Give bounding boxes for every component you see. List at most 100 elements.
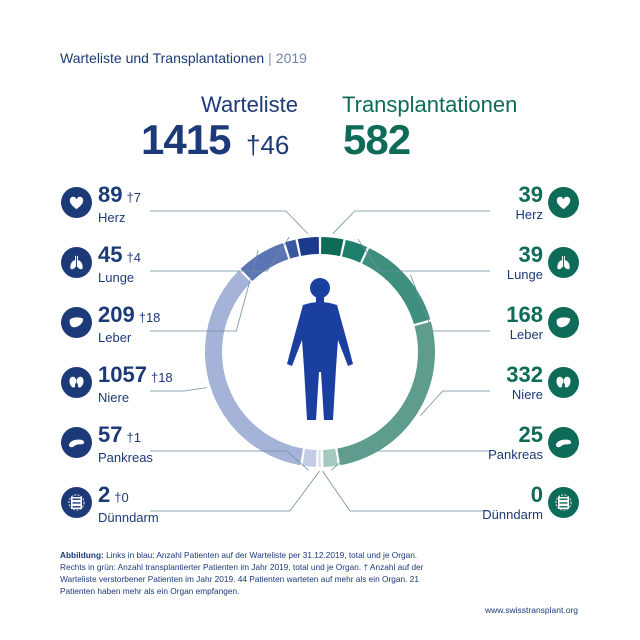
connector-right-1 xyxy=(357,238,490,272)
deaths-value: 18 xyxy=(158,370,173,385)
organ-label: Dünndarm xyxy=(482,507,543,522)
organ-label: Niere xyxy=(98,390,130,405)
waitlist-deaths-count: †18 xyxy=(151,370,173,385)
transplant-row-5: 0 Dünndarm xyxy=(482,483,543,523)
dagger-symbol: † xyxy=(150,370,159,385)
organ-label: Herz xyxy=(98,210,126,225)
transplant-count: 39 xyxy=(518,242,543,267)
liver-icon xyxy=(548,307,579,338)
waitlist-label: Warteliste xyxy=(201,92,298,117)
transplant-slice-leber xyxy=(361,248,431,325)
waitlist-row-4: 57 †1 Pankreas xyxy=(98,423,153,466)
transplant-label: Transplantationen xyxy=(342,92,518,117)
dagger-symbol: † xyxy=(114,490,122,505)
deaths-value: 7 xyxy=(133,190,141,205)
intestine-icon xyxy=(548,487,579,518)
waitlist-deaths-count: †18 xyxy=(139,310,161,325)
kidney-icon xyxy=(548,367,579,398)
heart-icon xyxy=(61,187,92,218)
transplant-slice-pankreas xyxy=(323,448,338,467)
waitlist-total: 1415 xyxy=(141,116,231,163)
waitlist-deaths-count: †7 xyxy=(126,190,140,205)
waitlist-count: 57 xyxy=(98,422,123,447)
transplant-slice-herz xyxy=(321,237,344,257)
waitlist-row-1: 45 †4 Lunge xyxy=(98,243,141,286)
pancreas-icon xyxy=(61,427,92,458)
connector-left-0 xyxy=(150,210,309,234)
lung-icon xyxy=(548,247,579,278)
transplant-count: 168 xyxy=(506,302,543,327)
connector-left-3 xyxy=(150,387,207,392)
title-main: Warteliste und Transplantationen xyxy=(60,50,265,66)
connector-right-5 xyxy=(322,470,490,512)
organ-label: Niere xyxy=(511,387,543,402)
organ-label: Lunge xyxy=(98,270,135,285)
kidney-icon xyxy=(61,367,92,398)
transplant-count: 0 xyxy=(530,482,543,507)
waitlist-count: 2 xyxy=(98,482,111,507)
intestine-icon xyxy=(61,487,92,518)
transplant-row-0: 39 Herz xyxy=(516,183,543,223)
waitlist-row-0: 89 †7 Herz xyxy=(98,183,141,226)
waitlist-count: 209 xyxy=(98,302,135,327)
waitlist-slice-dünndarm xyxy=(318,449,321,468)
organ-label: Leber xyxy=(509,327,543,342)
transplant-row-3: 332 Niere xyxy=(506,363,543,403)
connector-right-0 xyxy=(332,210,490,234)
connector-right-3 xyxy=(420,390,490,416)
transplant-count: 332 xyxy=(506,362,543,387)
deaths-value: 4 xyxy=(133,250,141,265)
waitlist-count: 89 xyxy=(98,182,123,207)
waitlist-row-2: 209 †18 Leber xyxy=(98,303,160,346)
deaths-value: 18 xyxy=(145,310,161,325)
organ-label: Pankreas xyxy=(488,447,543,462)
transplant-total: 582 xyxy=(343,116,411,163)
title-separator: | xyxy=(268,50,272,66)
waitlist-row-5: 2 †0 Dünndarm xyxy=(98,483,159,526)
connector-left-1 xyxy=(150,236,290,272)
caption-label: Abbildung: xyxy=(60,550,104,560)
organ-label: Pankreas xyxy=(98,450,153,465)
waitlist-slice-pankreas xyxy=(302,448,317,467)
transplant-row-1: 39 Lunge xyxy=(507,243,543,283)
waitlist-slice-lunge xyxy=(285,239,300,259)
organ-label: Lunge xyxy=(506,267,543,282)
organ-label: Leber xyxy=(98,330,132,345)
deaths-value: 1 xyxy=(133,430,141,445)
dagger-symbol: † xyxy=(126,190,134,205)
chart-title: Warteliste und Transplantationen | 2019 xyxy=(60,50,307,66)
source-url[interactable]: www.swisstransplant.org xyxy=(484,605,578,615)
figure-caption: Abbildung: Links in blau: Anzahl Patient… xyxy=(60,549,440,597)
waitlist-count: 1057 xyxy=(98,362,147,387)
connector-left-5 xyxy=(150,470,320,512)
transplant-row-4: 25 Pankreas xyxy=(488,423,543,463)
liver-icon xyxy=(61,307,92,338)
human-figure xyxy=(287,278,353,420)
transplant-count: 39 xyxy=(518,182,543,207)
dagger-symbol: † xyxy=(246,130,261,160)
lung-icon xyxy=(61,247,92,278)
pancreas-icon xyxy=(548,427,579,458)
title-year: 2019 xyxy=(275,50,307,66)
caption-text: Links in blau: Anzahl Patienten auf der … xyxy=(60,550,424,596)
waitlist-slice-niere xyxy=(204,270,304,466)
connector-right-4 xyxy=(330,450,490,471)
waitlist-count: 45 xyxy=(98,242,123,267)
waitlist-deaths-count: †0 xyxy=(114,490,128,505)
organ-label: Dünndarm xyxy=(98,510,159,525)
heart-icon xyxy=(548,187,579,218)
connector-right-2 xyxy=(410,274,490,332)
dagger-symbol: † xyxy=(126,430,134,445)
dagger-symbol: † xyxy=(126,250,134,265)
dagger-symbol: † xyxy=(138,310,146,325)
transplant-slice-lunge xyxy=(342,239,368,263)
waitlist-deaths: †46 xyxy=(246,130,289,161)
connector-left-2 xyxy=(150,250,259,332)
transplant-row-2: 168 Leber xyxy=(506,303,543,343)
waitlist-deaths-value: 46 xyxy=(260,130,290,160)
deaths-value: 0 xyxy=(121,490,129,505)
waitlist-slice-herz xyxy=(297,237,319,256)
waitlist-deaths-count: †1 xyxy=(126,430,140,445)
waitlist-row-3: 1057 †18 Niere xyxy=(98,363,173,406)
